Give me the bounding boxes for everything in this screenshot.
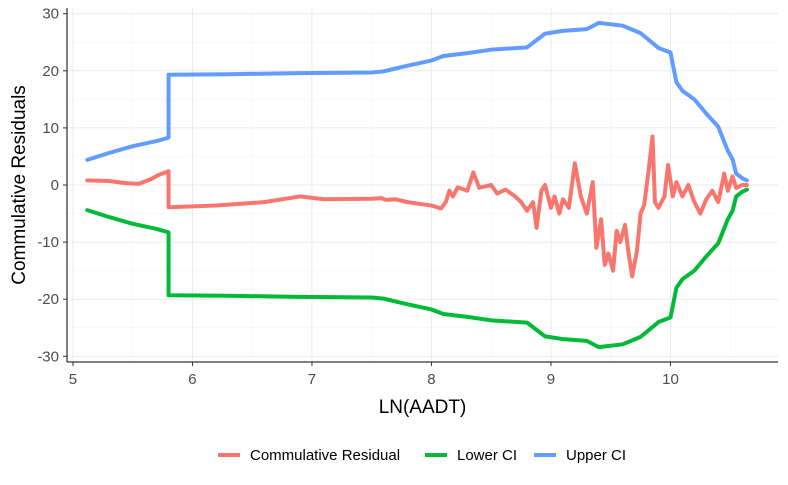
- legend-label: Commulative Residual: [250, 447, 400, 464]
- series-line-commulative-residual: [85, 134, 749, 279]
- series-layer: [85, 20, 749, 350]
- y-tick-label: 10: [42, 120, 59, 137]
- series-line-lower-ci: [85, 187, 749, 350]
- x-tick-label: 5: [69, 371, 77, 388]
- x-tick-label: 9: [547, 371, 555, 388]
- legend-label: Upper CI: [566, 447, 626, 464]
- y-tick-labels: -30 -20 -10 0 10 20 30: [37, 6, 67, 365]
- legend-label: Lower CI: [457, 447, 517, 464]
- legend: Commulative Residual Lower CI Upper CI: [218, 447, 626, 464]
- y-axis-title: Commulative Residuals: [9, 85, 30, 285]
- x-tick-label: 8: [427, 371, 435, 388]
- x-tick-label: 7: [308, 371, 316, 388]
- y-tick-label: 20: [42, 63, 59, 80]
- x-axis-title: LN(AADT): [379, 397, 467, 418]
- x-tick-labels: 5 6 7 8 9 10: [69, 362, 679, 388]
- x-tick-label: 10: [662, 371, 679, 388]
- x-tick-label: 6: [188, 371, 196, 388]
- y-tick-label: -30: [37, 348, 59, 365]
- y-tick-label: 30: [42, 6, 59, 23]
- y-tick-label: 0: [51, 177, 59, 194]
- y-tick-label: -10: [37, 234, 59, 251]
- y-tick-label: -20: [37, 291, 59, 308]
- series-line-upper-ci: [85, 20, 749, 183]
